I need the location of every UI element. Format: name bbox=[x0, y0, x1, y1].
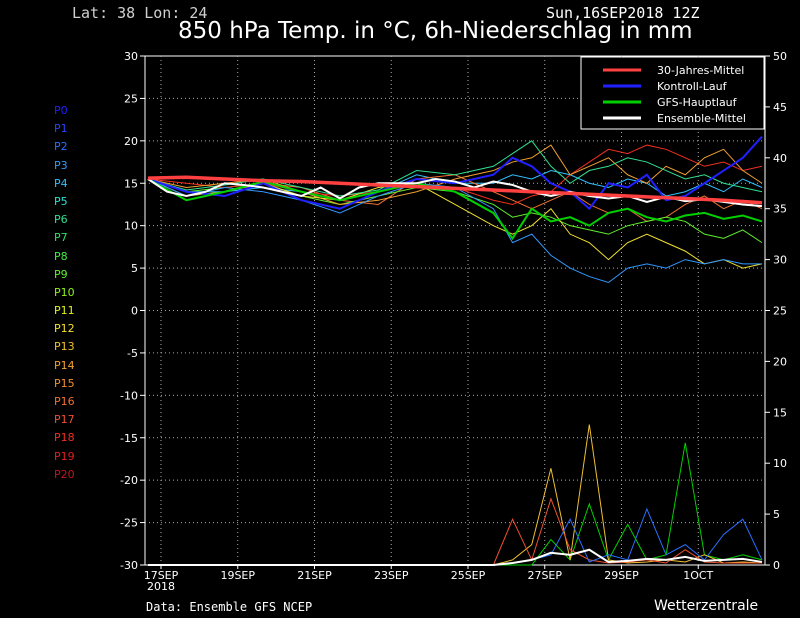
left-tick-label: -25 bbox=[120, 517, 138, 530]
location-label: Lat: 38 Lon: 24 bbox=[72, 4, 208, 22]
member-label-p18: P18 bbox=[54, 431, 75, 445]
series-line-30-jahres-mittel bbox=[147, 175, 763, 205]
member-label-p20: P20 bbox=[54, 467, 75, 481]
brand-label: Wetterzentrale bbox=[654, 598, 759, 614]
member-label-p15: P15 bbox=[54, 376, 75, 390]
member-label-p6: P6 bbox=[54, 213, 68, 227]
right-tick-label: 0 bbox=[773, 559, 780, 572]
left-tick-label: -15 bbox=[120, 432, 138, 445]
right-tick-label: 35 bbox=[773, 203, 787, 216]
member-label-p16: P16 bbox=[54, 395, 75, 408]
member-label-p14: P14 bbox=[54, 358, 75, 372]
series-line-p3 bbox=[147, 178, 762, 284]
precip-line-p17 bbox=[148, 497, 762, 566]
member-label-p0: P0 bbox=[54, 104, 68, 117]
member-label-p10: P10 bbox=[54, 285, 75, 299]
member-label-p3: P3 bbox=[54, 158, 68, 172]
x-tick-label: 25SEP bbox=[451, 569, 486, 582]
x-tick-label: 17SEP bbox=[144, 569, 179, 582]
legend-entry-label: Kontroll-Lauf bbox=[657, 80, 728, 93]
left-tick-label: -5 bbox=[127, 347, 138, 360]
series-line-p6 bbox=[147, 140, 763, 197]
member-label-p8: P8 bbox=[54, 249, 68, 263]
temperature-series bbox=[147, 135, 763, 284]
run-date-label: Sun,16SEP2018 12Z bbox=[546, 4, 700, 22]
member-label-p2: P2 bbox=[54, 140, 68, 154]
right-tick-label: 40 bbox=[773, 152, 787, 165]
right-tick-label: 15 bbox=[773, 406, 787, 419]
x-tick-label: 21SEP bbox=[297, 569, 332, 582]
legend-entry-label: 30-Jahres-Mittel bbox=[657, 64, 744, 77]
left-tick-label: 10 bbox=[124, 220, 138, 233]
x-tick-label: 27SEP bbox=[527, 569, 562, 582]
right-tick-label: 30 bbox=[773, 254, 787, 267]
left-tick-label: 20 bbox=[124, 135, 138, 148]
member-label-p7: P7 bbox=[54, 231, 68, 245]
left-tick-label: 25 bbox=[124, 92, 138, 105]
left-tick-label: 15 bbox=[124, 177, 138, 190]
member-label-p4: P4 bbox=[54, 176, 68, 190]
left-tick-label: 5 bbox=[131, 262, 138, 275]
chart-title: 850 hPa Temp. in °C, 6h-Niederschlag in … bbox=[178, 18, 693, 44]
data-source-label: Data: Ensemble GFS NCEP bbox=[146, 600, 313, 614]
legend-entry-label: GFS-Hauptlauf bbox=[657, 96, 738, 109]
ensemble-member-list: P0 P1 P2 P3 P4 P5 P6 P7 P8 P9 P10 P11 P12 P13 P14 P15 P1… bbox=[54, 102, 75, 484]
x-tick-label: 19SEP bbox=[220, 569, 255, 582]
x-tick-label: 1OCT bbox=[683, 569, 713, 582]
member-label-p1: P1 bbox=[54, 122, 68, 136]
series-line-p16 bbox=[147, 174, 763, 222]
precipitation-series bbox=[148, 424, 763, 566]
member-label-p5: P5 bbox=[54, 194, 68, 208]
right-tick-label: 5 bbox=[773, 508, 780, 521]
left-tick-label: 30 bbox=[124, 50, 138, 63]
right-tick-label: 45 bbox=[773, 101, 787, 114]
left-tick-label: -10 bbox=[120, 389, 138, 402]
left-tick-label: -30 bbox=[120, 559, 138, 572]
member-label-p19: P19 bbox=[54, 449, 75, 463]
member-label-p9: P9 bbox=[54, 267, 68, 281]
member-label-p13: P13 bbox=[54, 340, 75, 354]
series-line-kontroll-lauf bbox=[147, 135, 763, 211]
member-label-p11: P11 bbox=[54, 304, 75, 318]
x-tick-label: 23SEP bbox=[374, 569, 409, 582]
member-label-p12: P12 bbox=[54, 322, 75, 336]
series-line-gfs-hauptlauf bbox=[147, 178, 763, 241]
right-tick-label: 20 bbox=[773, 355, 787, 368]
x-tick-label: 2018 bbox=[147, 580, 175, 593]
right-tick-label: 25 bbox=[773, 305, 787, 318]
left-tick-label: 0 bbox=[131, 305, 138, 318]
member-label-p17: P17 bbox=[54, 413, 75, 427]
left-axis: 30 25 20 15 10 5 0 -5 -10 -15 -20 -25 -30 bbox=[120, 50, 145, 572]
precip-line-ensemble-mittel bbox=[148, 548, 763, 566]
legend-entry-label: Ensemble-Mittel bbox=[657, 112, 746, 125]
x-tick-label: 29SEP bbox=[604, 569, 639, 582]
legend: 30-Jahres-Mittel Kontroll-Lauf GFS-Hauptla… bbox=[580, 56, 765, 130]
right-tick-label: 10 bbox=[773, 457, 787, 470]
left-tick-label: -20 bbox=[120, 474, 138, 487]
right-tick-label: 50 bbox=[773, 50, 787, 63]
